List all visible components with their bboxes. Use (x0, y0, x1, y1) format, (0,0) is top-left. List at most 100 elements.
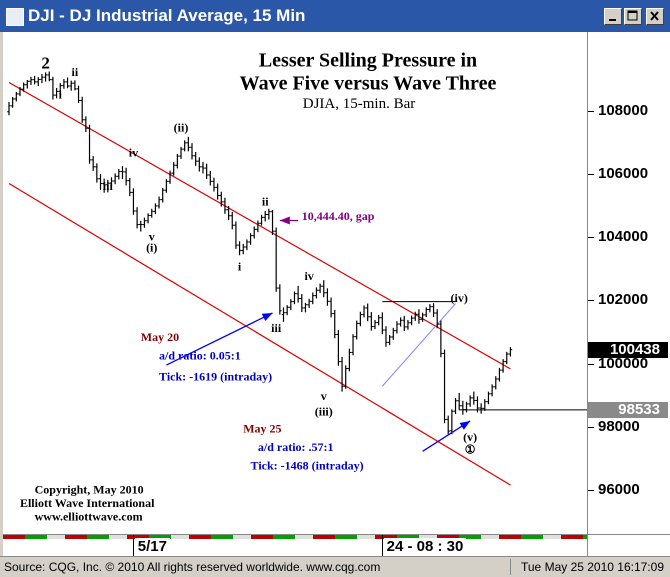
session-segment (149, 535, 171, 539)
session-segment (233, 535, 251, 539)
price-tick-label: 100000 (598, 354, 649, 372)
chart-subtitle: DJIA, 15-min. Bar (303, 96, 416, 112)
session-segment (251, 535, 273, 539)
chart-title: Lesser Selling Pressure in (259, 50, 477, 72)
session-segment (561, 535, 583, 539)
wave-label: v (149, 229, 155, 243)
time-tick-label: 5/17 (134, 538, 170, 555)
wave-label: i (238, 259, 242, 273)
wave-label: ① (465, 442, 476, 456)
session-segment (127, 535, 149, 539)
price-tick-mark (588, 300, 594, 302)
status-copyright: Source: CQG, Inc. © 2010 All rights rese… (4, 560, 381, 574)
wave-label: (iv) (451, 291, 468, 305)
status-bar: Source: CQG, Inc. © 2010 All rights rese… (0, 556, 670, 577)
price-tick-mark (588, 363, 594, 365)
minimize-button[interactable] (604, 8, 622, 25)
session-segment (521, 535, 543, 539)
arrow-head (459, 420, 471, 430)
session-segment (211, 535, 233, 539)
annotation-arrow (166, 312, 273, 366)
price-tick-label: 106000 (598, 165, 649, 183)
wave-label: iii (271, 321, 282, 335)
wave-label: iv (129, 146, 138, 160)
wave-label: iv (304, 269, 313, 283)
session-segment (65, 535, 87, 539)
price-tick-label: 96000 (598, 480, 640, 498)
time-tick-mark (381, 535, 383, 556)
channel-upper-line (8, 81, 511, 370)
chart-annotation: Tick: -1468 (intraday) (251, 458, 364, 472)
session-segment (25, 535, 47, 539)
session-segment (375, 535, 397, 539)
session-segment (189, 535, 211, 539)
session-strip (3, 535, 587, 539)
session-segment (273, 535, 295, 539)
chart-annotation: a/d ratio: 0.05:1 (159, 348, 241, 362)
price-axis[interactable]: 96000 98000 100000 102000 104000 106000 108000… (587, 32, 670, 534)
session-segment (481, 535, 499, 539)
price-tick-mark (588, 426, 594, 428)
chart-annotation: Tick: -1619 (intraday) (159, 370, 272, 384)
session-segment (3, 535, 25, 539)
wave-label: i (59, 87, 63, 101)
price-tick-mark (588, 174, 594, 176)
chart-annotation: Elliott Wave International (20, 496, 155, 510)
plot-area[interactable]: Lesser Selling Pressure in Wave Five vers… (3, 32, 587, 534)
chart-annotation: May 25 (243, 421, 281, 435)
session-segment (397, 535, 419, 539)
chart-title-line2: Wave Five versus Wave Three (240, 72, 497, 94)
session-segment (171, 535, 189, 539)
last-price-badge: 100438 (588, 341, 668, 358)
chart-annotation: 10,444.40, gap (302, 209, 375, 223)
chart-annotation: May 20 (141, 330, 179, 344)
marked-price-badge: 98533 (588, 401, 668, 418)
chart-annotation: Copyright, May 2010 (35, 483, 144, 497)
wave-label: (v) (463, 430, 477, 444)
time-axis[interactable]: 5/17 24 - 08 : 30 (3, 534, 587, 556)
session-segment (357, 535, 375, 539)
session-segment (109, 535, 127, 539)
wave-label: (iii) (315, 405, 333, 419)
wave-label: (ii) (174, 120, 189, 134)
chart-app-icon (6, 8, 24, 26)
session-segment (87, 535, 109, 539)
session-segment (459, 535, 481, 539)
triangle-side-line (381, 303, 456, 387)
price-tick-label: 108000 (598, 101, 649, 119)
status-divider (510, 559, 511, 575)
time-tick-mark (132, 535, 134, 556)
time-tick-label: 24 - 08 : 30 (383, 538, 467, 555)
arrow-head (279, 216, 290, 225)
price-tick-mark (588, 489, 594, 491)
chart-annotation: www.elliottwave.com (35, 510, 143, 524)
minimize-icon (609, 19, 616, 21)
window-title: DJI - DJ Industrial Average, 15 Min (28, 6, 306, 25)
session-segment (335, 535, 357, 539)
maximize-button[interactable] (624, 8, 642, 25)
axis-corner (587, 534, 670, 556)
wave-label: ii (262, 195, 269, 209)
wave-label: v (321, 389, 327, 403)
title-bar[interactable]: DJI - DJ Industrial Average, 15 Min (0, 0, 670, 32)
maximize-icon (627, 10, 638, 21)
session-segment (419, 535, 437, 539)
session-segment (583, 535, 587, 539)
status-timestamp: Tue May 25 2010 16:17:09 (521, 560, 664, 574)
arrow-head (261, 312, 273, 321)
close-button[interactable] (646, 8, 664, 25)
wave-label: ii (72, 65, 79, 79)
session-segment (499, 535, 521, 539)
close-icon (650, 11, 659, 21)
session-segment (437, 535, 459, 539)
session-segment (295, 535, 313, 539)
session-segment (313, 535, 335, 539)
price-tick-label: 98000 (598, 417, 640, 435)
price-tick-label: 102000 (598, 291, 649, 309)
session-segment (543, 535, 561, 539)
price-tick-mark (588, 237, 594, 239)
price-tick-mark (588, 110, 594, 112)
wave-label: (i) (146, 240, 157, 254)
